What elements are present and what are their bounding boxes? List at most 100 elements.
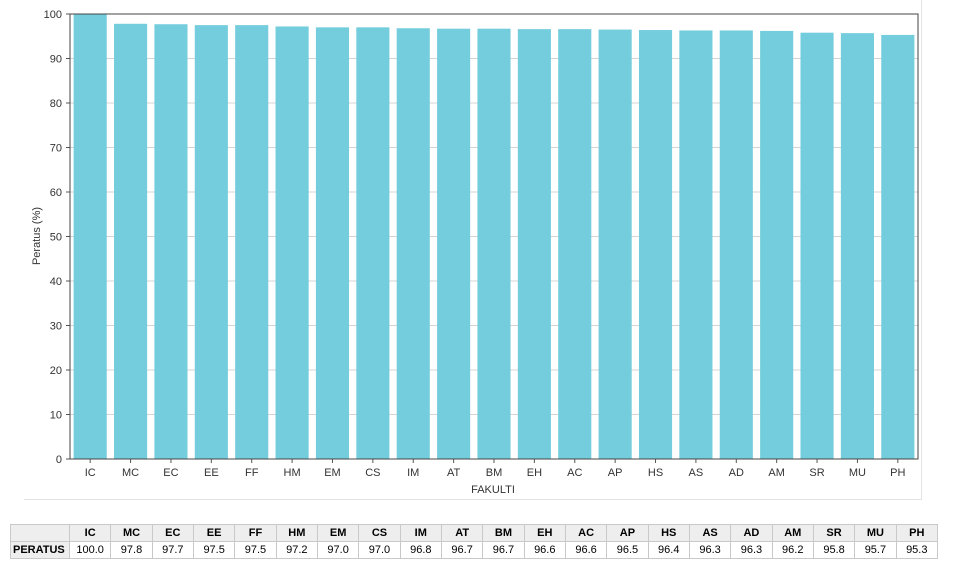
bar: [194, 25, 228, 459]
x-tick-label: AM: [768, 467, 785, 479]
table-column-header: IC: [68, 524, 112, 542]
bars: [73, 14, 915, 460]
y-tick-label: 90: [50, 54, 62, 66]
y-tick-label: 0: [56, 454, 62, 466]
table-cell: 95.7: [854, 541, 897, 559]
y-tick-label: 50: [50, 232, 62, 244]
x-tick-label: AT: [447, 467, 461, 479]
table-cell: 97.8: [110, 541, 153, 559]
x-tick-label: EC: [163, 467, 178, 479]
table-column-header: FF: [234, 524, 277, 542]
y-axis-label: Peratus (%): [31, 207, 43, 265]
table-column-header: SR: [812, 524, 856, 542]
table-column-header: AS: [688, 524, 732, 542]
table-column-header: CS: [358, 524, 401, 542]
table-cell: 95.3: [895, 541, 939, 559]
table-cell: 96.6: [523, 541, 566, 559]
table-column-header: HS: [647, 524, 690, 542]
x-tick-label: AS: [689, 467, 704, 479]
x-tick-label: MC: [122, 467, 139, 479]
table-row: PERATUS 100.0 97.8 97.7 97.5 97.5 97.2 97.0 97.…: [10, 541, 939, 559]
bar: [760, 30, 794, 459]
bar: [275, 26, 309, 460]
bar: [235, 25, 269, 459]
y-tick-label: 20: [50, 365, 62, 377]
y-tick-label: 60: [50, 187, 62, 199]
table-cell: 97.2: [275, 541, 318, 559]
x-tick-label: CS: [365, 467, 380, 479]
table-header-row: IC MC EC EE FF HM EM CS IM AT BM EH AC AP HS AS AD AM SR MU…: [10, 524, 939, 542]
x-tick-label: MU: [849, 467, 866, 479]
table-column-header: EM: [316, 524, 360, 542]
bar: [477, 28, 511, 460]
y-tick-label: 10: [50, 410, 62, 422]
table-cell: 96.4: [647, 541, 690, 559]
bar: [114, 23, 148, 459]
x-tick-label: AD: [729, 467, 744, 479]
table-column-header: EH: [523, 524, 566, 542]
x-tick-label: IC: [85, 467, 96, 479]
bar: [719, 30, 753, 460]
y-tick-label: 80: [50, 98, 62, 110]
table-column-header: AP: [606, 524, 649, 542]
x-tick-label: HS: [648, 467, 663, 479]
table-cell: 96.3: [730, 541, 773, 559]
table-cell: 97.5: [234, 541, 277, 559]
bar: [638, 30, 673, 460]
bar: [558, 29, 592, 459]
y-tick-label: 100: [44, 9, 62, 21]
bar: [437, 28, 471, 460]
chart-frame-bottom: [24, 499, 922, 500]
table-cell: 96.2: [771, 541, 814, 559]
table-cell: 97.7: [151, 541, 194, 559]
x-axis-label: FAKULTI: [471, 484, 515, 496]
bar: [73, 14, 107, 459]
x-tick-label: EM: [324, 467, 341, 479]
data-table: IC MC EC EE FF HM EM CS IM AT BM EH AC AP HS AS AD AM SR MU…: [10, 524, 939, 559]
table-cell: 96.7: [440, 541, 484, 559]
table-row-label: PERATUS: [10, 541, 70, 559]
table-corner-cell: [10, 524, 70, 542]
table-cell: 100.0: [68, 541, 112, 559]
x-tick-label: BM: [486, 467, 503, 479]
table-cell: 96.5: [606, 541, 649, 559]
table-column-header: IM: [399, 524, 442, 542]
table-column-header: HM: [275, 524, 318, 542]
x-tick-label: AP: [608, 467, 623, 479]
x-tick-label: IM: [407, 467, 419, 479]
y-tick-label: 30: [50, 321, 62, 333]
table-column-header: EE: [192, 524, 236, 542]
table-column-header: MC: [110, 524, 153, 542]
bar: [881, 34, 915, 459]
x-tick-label: FF: [245, 467, 259, 479]
table-cell: 96.3: [688, 541, 732, 559]
x-tick-label: HM: [284, 467, 301, 479]
bar: [679, 30, 713, 460]
table-cell: 96.8: [399, 541, 442, 559]
y-tick-label: 40: [50, 276, 62, 288]
table-column-header: AM: [771, 524, 814, 542]
x-tick-label: AC: [567, 467, 582, 479]
table-cell: 96.6: [564, 541, 608, 559]
bar: [315, 27, 350, 459]
bar: [598, 29, 632, 459]
table-cell: 95.8: [812, 541, 856, 559]
table-cell: 97.5: [192, 541, 236, 559]
table-column-header: BM: [482, 524, 525, 542]
bar: [800, 32, 834, 459]
table-column-header: AD: [730, 524, 773, 542]
bar: [356, 27, 390, 459]
table-column-header: MU: [854, 524, 897, 542]
bar: [396, 28, 430, 460]
table-cell: 96.7: [482, 541, 525, 559]
table-column-header: PH: [895, 524, 939, 542]
bar: [154, 24, 188, 460]
y-tick-labels: 0 10 20 30 40 50 60 70 80 90 100: [44, 9, 62, 466]
x-tick-labels: IC MC EC EE FF HM EM CS IM AT BM EH AC AP HS AS AD AM SR MU…: [85, 459, 906, 479]
x-tick-label: SR: [809, 467, 824, 479]
table-column-header: EC: [151, 524, 194, 542]
table-column-header: AC: [564, 524, 608, 542]
bar: [517, 29, 551, 459]
x-tick-label: EH: [527, 467, 542, 479]
